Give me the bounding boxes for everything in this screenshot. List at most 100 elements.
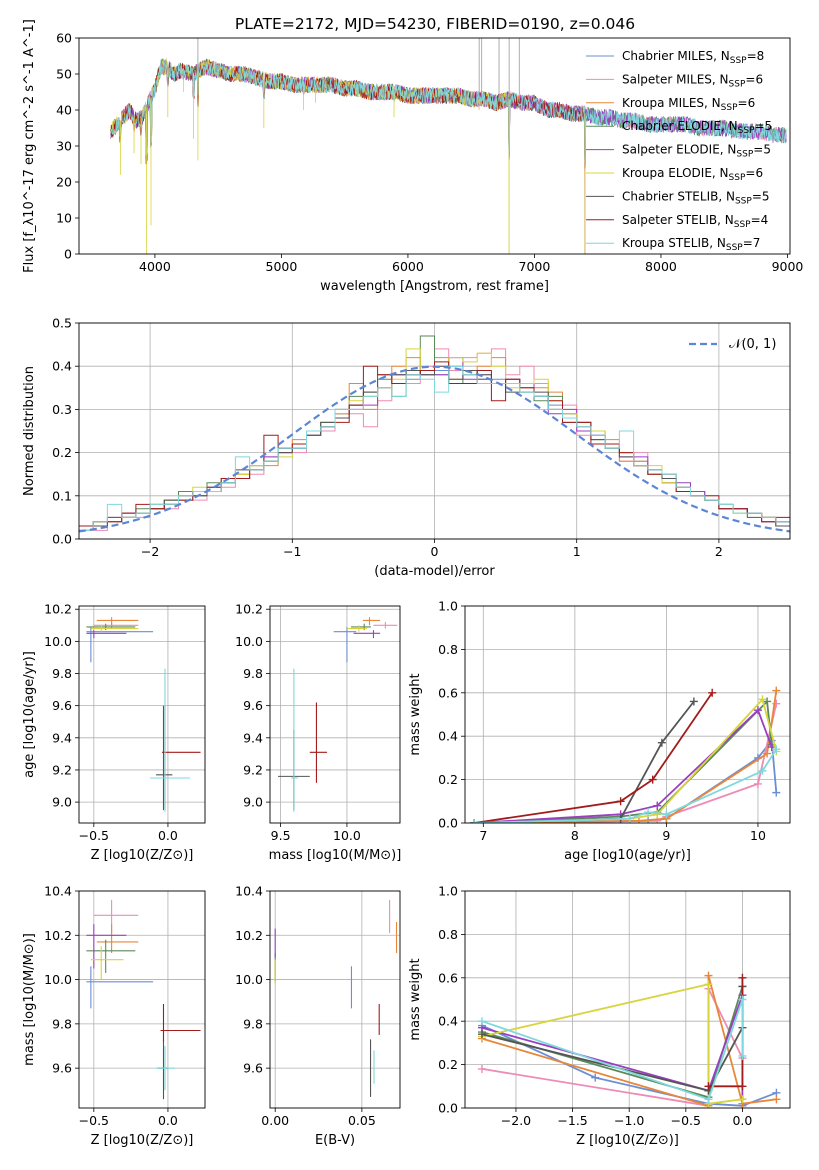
legend: Chabrier MILES, NSSP=8 Salpeter MILES, NS…	[586, 49, 772, 253]
y-tick-label: 9.4	[52, 730, 72, 745]
y-tick-label: 30	[56, 139, 72, 154]
legend-label-sub: SSP	[730, 56, 747, 66]
legend-label: Kroupa ELODIE, NSSP=6	[622, 166, 763, 183]
y-axis-label: age [log10(age/yr)]	[22, 651, 37, 778]
plots-layer: 4000 5000 6000 7000 8000 90000102030405060wav…	[22, 19, 803, 1148]
errorbar-point	[157, 1039, 168, 1100]
legend-label-text: Chabrier STELIB, N	[622, 189, 735, 203]
legend-label: Chabrier MILES, NSSP=8	[622, 49, 764, 66]
x-tick-label: 5000	[266, 259, 298, 274]
y-tick-label: 0.1	[52, 488, 72, 503]
weight-series	[474, 692, 713, 823]
y-tick-label: 9.2	[52, 762, 72, 777]
weight-point	[616, 797, 625, 806]
y-tick-label: 10.0	[235, 972, 263, 987]
weight-point	[708, 688, 717, 697]
legend-label-text: Kroupa ELODIE, N	[622, 166, 729, 180]
y-axis-label: mass weight	[408, 958, 423, 1040]
y-tick-label: 10.4	[44, 884, 72, 899]
y-tick-label: 9.8	[52, 1016, 72, 1031]
weight-point	[704, 1082, 713, 1091]
y-tick-label: 9.6	[243, 1061, 263, 1076]
weight-point	[772, 788, 781, 797]
weight-point	[689, 697, 698, 706]
y-tick-label: 10.2	[44, 602, 72, 617]
legend-label-suffix: =5	[753, 143, 771, 157]
plot-frame	[78, 890, 206, 1109]
legend-label: Salpeter MILES, NSSP=6	[622, 72, 763, 89]
weight-point	[477, 1030, 486, 1039]
x-tick-label: 1	[573, 544, 581, 559]
legend-label-sub: SSP	[721, 103, 738, 113]
errorbar-point	[93, 899, 139, 934]
weight-point	[653, 801, 662, 810]
y-tick-label: 50	[56, 67, 72, 82]
y-tick-label: 9.2	[243, 762, 263, 777]
legend-label-sub: SSP	[735, 196, 752, 206]
errorbar-point	[309, 702, 328, 783]
y-tick-label: 0.2	[438, 1057, 458, 1072]
marks-z-weight	[477, 971, 781, 1108]
x-tick-label: −2	[141, 544, 159, 559]
weight-series	[474, 698, 778, 823]
legend-label-sub: SSP	[734, 220, 751, 230]
legend-label: Kroupa STELIB, NSSP=7	[622, 236, 760, 253]
y-axis-label: mass [log10(M/M⊙)]	[22, 933, 37, 1066]
legend-label-text: Kroupa MILES, N	[622, 96, 721, 110]
errorbar-point	[346, 625, 367, 632]
weight-point	[772, 686, 781, 695]
x-tick-label: 9.5	[271, 828, 291, 843]
errorbar-point	[86, 924, 127, 969]
errorbar-point	[93, 622, 139, 629]
legend-label-text: Chabrier MILES, N	[622, 49, 730, 63]
plot-frame	[464, 605, 791, 824]
normal-curve	[79, 365, 790, 533]
y-tick-label: 9.4	[243, 730, 263, 745]
y-tick-label: 0.0	[438, 1101, 458, 1116]
y-tick-label: 0.0	[52, 532, 72, 547]
weight-point	[477, 1064, 486, 1073]
y-tick-label: 10.0	[44, 634, 72, 649]
errorbar-point	[86, 966, 154, 1009]
marks-mass-age	[277, 617, 398, 812]
x-axis-label: (data-model)/error	[374, 564, 495, 579]
plot-frame	[78, 322, 791, 540]
weight-point	[704, 980, 713, 989]
y-tick-label: 60	[56, 31, 72, 46]
errorbar-point	[160, 1003, 201, 1042]
x-axis-label: E(B-V)	[315, 1133, 355, 1148]
x-tick-label: 2	[715, 544, 723, 559]
y-tick-label: 0.8	[438, 642, 458, 657]
weight-point	[477, 1017, 486, 1026]
weight-series	[481, 994, 744, 1100]
legend-label-suffix: =6	[745, 72, 763, 86]
legend-label-text: Kroupa STELIB, N	[622, 236, 726, 250]
legend-label-suffix: =4	[751, 213, 769, 227]
axes-z-age: −0.5 0.0 9.0 9.2 9.4 9.6 9.8 10.0 10.2 Z [log10(Z…	[22, 602, 205, 863]
weight-series	[474, 700, 773, 823]
x-tick-label: −1	[283, 544, 301, 559]
residuals-legend: 𝒩(0, 1)	[689, 337, 776, 352]
legend-label-suffix: =6	[745, 166, 763, 180]
y-tick-label: 40	[56, 103, 72, 118]
plot-frame	[78, 605, 206, 824]
errorbar-point	[86, 630, 127, 639]
x-tick-label: −2.0	[501, 1113, 531, 1128]
y-tick-label: 0.8	[438, 927, 458, 942]
x-tick-label: 0.0	[158, 1113, 178, 1128]
y-tick-label: 0.4	[52, 359, 72, 374]
weight-point	[591, 1073, 600, 1082]
y-tick-label: 10.2	[235, 602, 263, 617]
x-tick-label: 10.0	[333, 828, 361, 843]
weight-series	[474, 690, 778, 823]
weight-series	[481, 983, 743, 1105]
errorbar-point	[90, 625, 139, 632]
legend-label-sub: SSP	[726, 243, 743, 253]
y-tick-label: 1.0	[438, 599, 458, 614]
weight-point	[644, 808, 653, 817]
marks-age-weight	[470, 686, 781, 823]
x-tick-label: −0.5	[79, 828, 109, 843]
legend-label-sub: SSP	[729, 173, 746, 183]
x-axis-label: Z [log10(Z/Z⊙)]	[576, 1133, 679, 1148]
y-tick-label: 9.6	[52, 698, 72, 713]
